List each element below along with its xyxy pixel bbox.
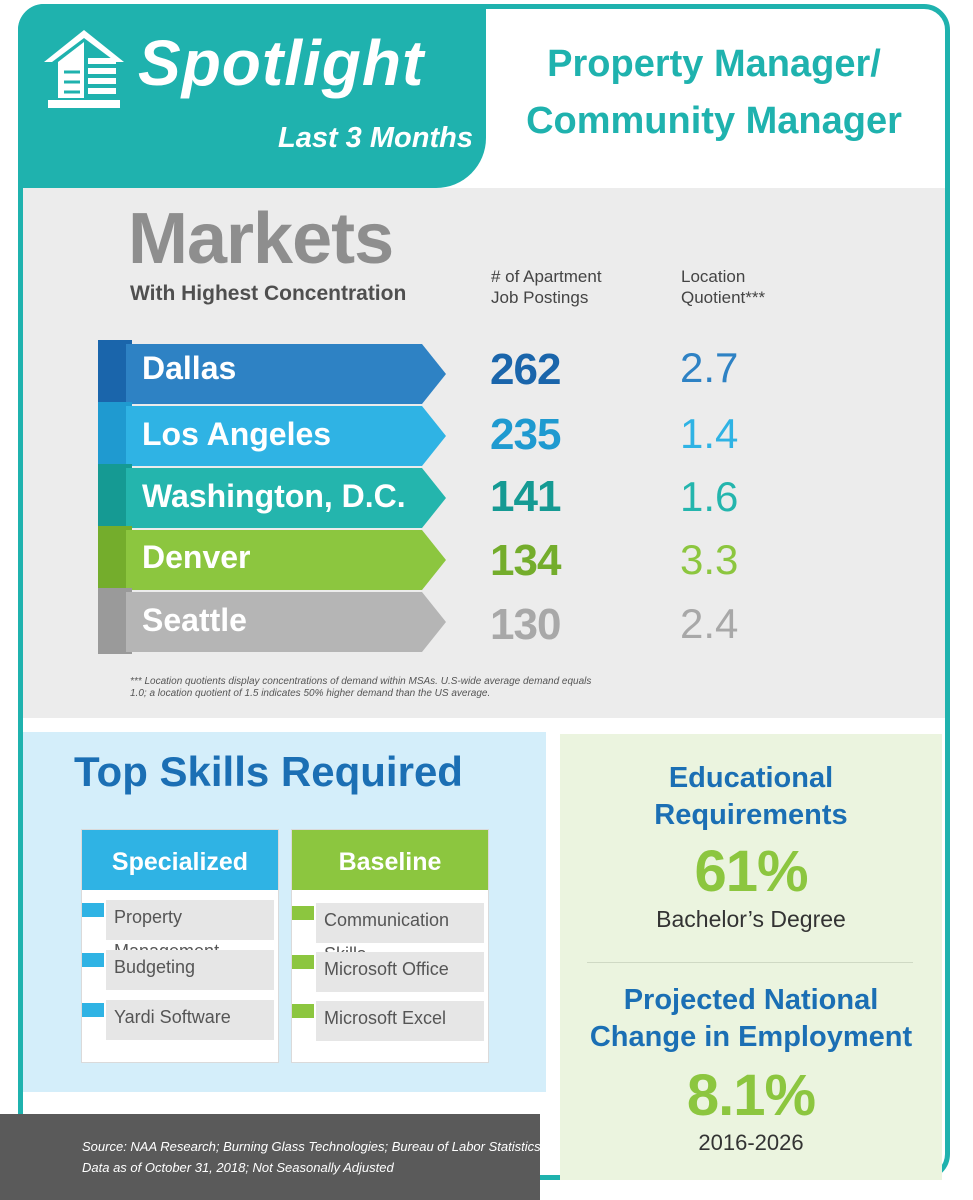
skill-bullet-icon	[292, 955, 314, 969]
specialized-header: Specialized	[82, 830, 278, 890]
projection-title-line1: Projected National	[623, 984, 879, 1016]
skills-title: Top Skills Required	[74, 748, 463, 795]
skill-item: Microsoft Excel	[316, 1001, 484, 1041]
skill-bullet-icon	[292, 906, 314, 920]
source-line2: Data as of October 31, 2018; Not Seasona…	[82, 1160, 394, 1175]
skill-bullet-icon	[82, 1003, 104, 1017]
markets-subtitle: With Highest Concentration	[130, 282, 407, 305]
education-title-line2: Requirements	[654, 799, 848, 831]
education-percent: 61%	[694, 839, 808, 904]
market-postings: 134	[490, 536, 561, 585]
education-title: Educational Requirements	[560, 760, 942, 834]
market-city: Dallas	[142, 350, 237, 386]
lq-header-line1: Location	[681, 267, 746, 286]
job-title-line2: Community Manager	[526, 100, 902, 142]
skill-item: Yardi Software	[106, 1000, 274, 1040]
skill-bullet-icon	[82, 953, 104, 967]
arrow-body	[126, 530, 446, 590]
arrow-body	[126, 406, 446, 466]
skill-bullet-icon	[82, 903, 104, 917]
job-title: Property Manager/ Community Manager	[494, 36, 934, 150]
arrow-body	[126, 344, 446, 404]
market-postings: 130	[490, 600, 561, 649]
education-degree: Bachelor’s Degree	[656, 906, 846, 932]
market-city: Los Angeles	[142, 416, 332, 452]
source-bar	[0, 1114, 540, 1200]
arrow-body	[126, 468, 446, 528]
spotlight-subtitle: Last 3 Months	[278, 122, 473, 154]
market-postings: 235	[490, 410, 561, 459]
postings-header-line2: Job Postings	[491, 288, 589, 307]
market-city: Seattle	[142, 602, 247, 638]
education-panel	[560, 734, 942, 1180]
market-lq: 3.3	[680, 536, 739, 583]
markets-footnote: *** Location quotients display concentra…	[130, 676, 592, 699]
skill-item: Communication Skills	[316, 903, 484, 964]
projection-title-line2: Change in Employment	[589, 1021, 913, 1053]
postings-column-header: # of Apartment Job Postings	[491, 266, 602, 308]
skill-item: Microsoft Office	[316, 952, 484, 992]
market-lq: 2.7	[680, 344, 739, 391]
market-postings: 141	[490, 472, 561, 521]
market-lq: 1.6	[680, 473, 739, 520]
market-postings: 262	[490, 345, 561, 394]
building-logo-icon	[44, 30, 124, 108]
source-text: Source: NAA Research; Burning Glass Tech…	[82, 1136, 541, 1178]
lq-header-line2: Quotient***	[681, 288, 766, 307]
projection-value: 8.1%	[686, 1063, 816, 1128]
arrow-body	[126, 592, 446, 652]
projection-range: 2016-2026	[698, 1130, 804, 1155]
market-lq: 1.4	[680, 410, 739, 457]
source-line1: Source: NAA Research; Burning Glass Tech…	[82, 1139, 541, 1154]
skill-item: Budgeting	[106, 950, 274, 990]
skill-bullet-icon	[292, 1004, 314, 1018]
header-banner	[18, 4, 486, 188]
skill-item: Property Management	[106, 900, 274, 961]
spotlight-title: Spotlight	[138, 27, 425, 99]
education-title-line1: Educational	[668, 762, 834, 794]
market-arrows	[98, 340, 458, 658]
markets-title: Markets	[128, 199, 394, 279]
job-title-line1: Property Manager/	[547, 43, 881, 85]
divider	[587, 962, 913, 963]
baseline-card: Baseline Communication Skills Microsoft …	[292, 830, 488, 1062]
lq-column-header: Location Quotient***	[681, 266, 765, 308]
baseline-header: Baseline	[292, 830, 488, 890]
specialized-card: Specialized Property Management Budgetin…	[82, 830, 278, 1062]
projection-title: Projected National Change in Employment	[560, 982, 942, 1056]
market-city: Washington, D.C.	[142, 478, 406, 514]
market-lq: 2.4	[680, 600, 739, 647]
market-city: Denver	[142, 539, 251, 575]
postings-header-line1: # of Apartment	[491, 267, 602, 286]
